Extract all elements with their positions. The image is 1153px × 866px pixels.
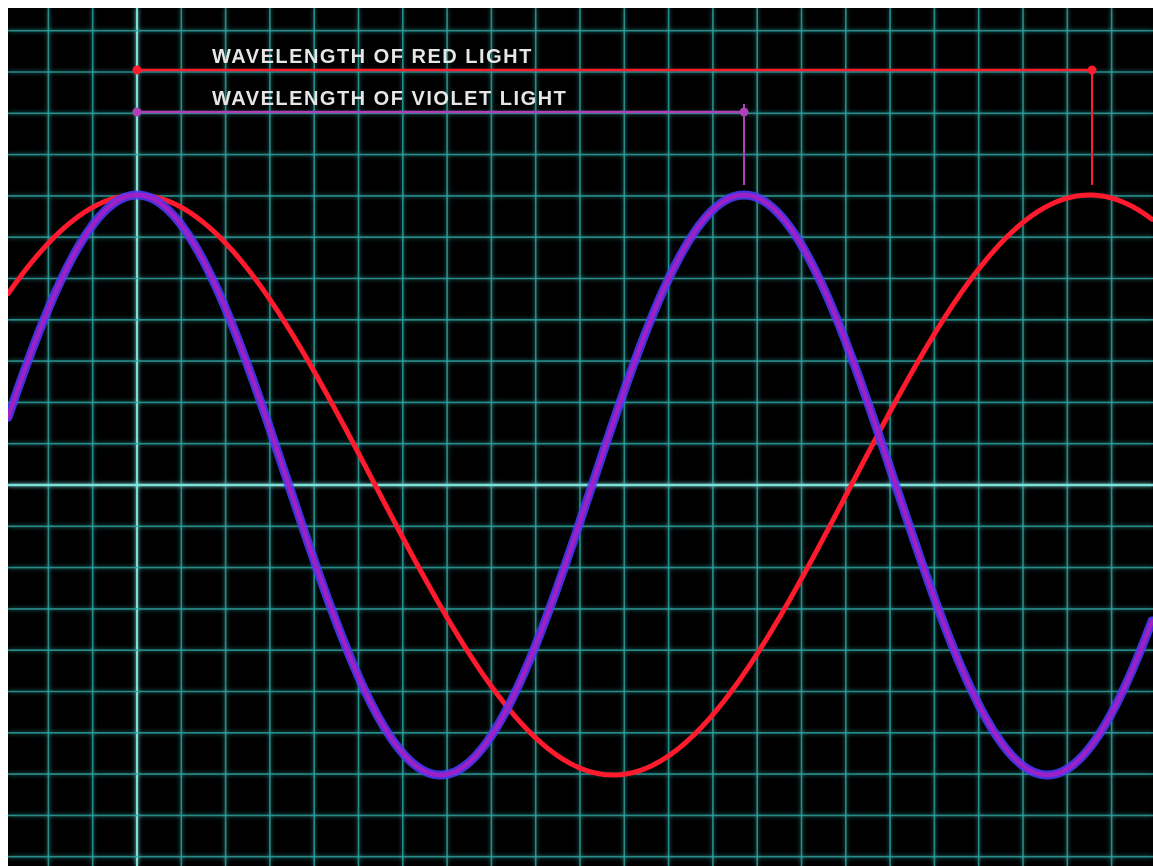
violet-light-wave [8, 192, 1153, 778]
violet-wavelength-label: WAVELENGTH OF VIOLET LIGHT [212, 88, 567, 110]
violet-wavelength-start-marker [132, 107, 142, 117]
red-wavelength-label: WAVELENGTH OF RED LIGHT [212, 46, 533, 68]
violet-wavelength-bracket: WAVELENGTH OF VIOLET LIGHT [132, 88, 749, 185]
waves [8, 190, 1153, 780]
red-wavelength-end-marker [1087, 65, 1097, 75]
red-light-wave [8, 192, 1153, 778]
grid [8, 8, 1153, 866]
red-wavelength-bracket: WAVELENGTH OF RED LIGHT [132, 46, 1097, 185]
violet-wavelength-end-marker [739, 107, 749, 117]
red-wavelength-start-marker [132, 65, 142, 75]
